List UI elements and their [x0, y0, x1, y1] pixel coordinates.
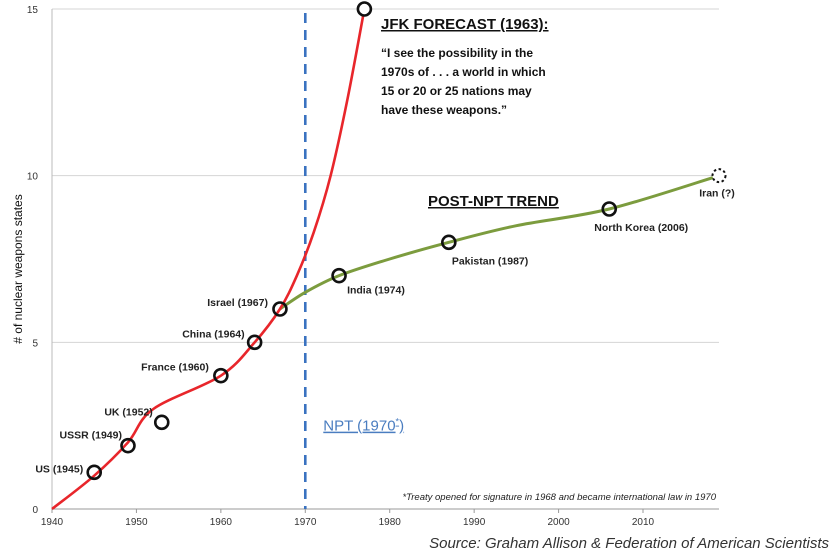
data-point-marker	[86, 464, 103, 481]
data-point-marker	[711, 168, 727, 184]
y-tick-label: 0	[32, 505, 38, 516]
jfk-quote-line: 1970s of . . . a world in which	[381, 65, 546, 79]
data-point-label: Iran (?)	[699, 188, 735, 200]
y-tick-label: 5	[32, 338, 38, 349]
data-point-label: India (1974)	[347, 285, 405, 297]
x-tick-label: 1980	[379, 517, 402, 528]
jfk-quote-line: have these weapons.”	[381, 103, 507, 117]
data-point-marker	[601, 201, 618, 217]
x-tick-label: 1960	[210, 517, 233, 528]
series-line-post-npt	[279, 174, 720, 311]
data-point-label: US (1945)	[35, 463, 83, 475]
jfk-quote-line: “I see the possibility in the	[381, 46, 533, 60]
treaty-footnote: *Treaty opened for signature in 1968 and…	[402, 492, 716, 503]
y-tick-label: 10	[27, 172, 39, 183]
x-tick-label: 2010	[632, 517, 655, 528]
y-tick-label: 15	[27, 5, 39, 16]
x-tick-label: 1970	[294, 517, 317, 528]
source-caption: Source: Graham Allison & Federation of A…	[429, 535, 829, 552]
data-point-marker	[213, 367, 229, 384]
data-point-label: France (1960)	[141, 362, 209, 374]
x-tick-label: 1950	[125, 517, 148, 528]
data-point-label: North Korea (2006)	[594, 222, 688, 234]
x-tick-label: 1940	[41, 517, 64, 528]
series-lines	[51, 8, 720, 511]
data-point-label: USSR (1949)	[60, 430, 122, 442]
x-tick-label: 2000	[547, 517, 570, 528]
data-point-label: UK (1952)	[104, 406, 152, 418]
data-point-marker	[441, 234, 457, 251]
data-point-marker	[272, 301, 288, 317]
npt-marker: NPT (1970*)	[303, 13, 404, 509]
x-tick-label: 1990	[463, 517, 486, 528]
jfk-quote-line: 15 or 20 or 25 nations may	[381, 84, 532, 98]
post-npt-title: POST-NPT TREND	[428, 193, 559, 210]
annotations: JFK FORECAST (1963): “I see the possibili…	[381, 16, 717, 503]
data-point-marker	[331, 267, 347, 284]
data-point-label: Israel (1967)	[207, 297, 268, 309]
axes: 0 5 10 15 1940 1950 1960 1970 1980 1990 2000 2010 # …	[11, 5, 719, 528]
npt-label: NPT (1970*)	[323, 417, 404, 435]
data-point-label: Pakistan (1987)	[452, 255, 528, 267]
y-axis-title: # of nuclear weapons states	[11, 194, 25, 343]
data-points: US (1945) USSR (1949) UK (1952) France (196…	[35, 1, 735, 481]
data-point-marker	[246, 334, 263, 351]
forecast-end-marker	[356, 1, 373, 17]
series-line-jfk-forecast	[51, 8, 366, 511]
data-point-marker	[120, 437, 136, 454]
data-point-label: China (1964)	[182, 328, 244, 340]
jfk-forecast-title: JFK FORECAST (1963):	[381, 16, 549, 33]
data-point-marker	[153, 414, 170, 431]
